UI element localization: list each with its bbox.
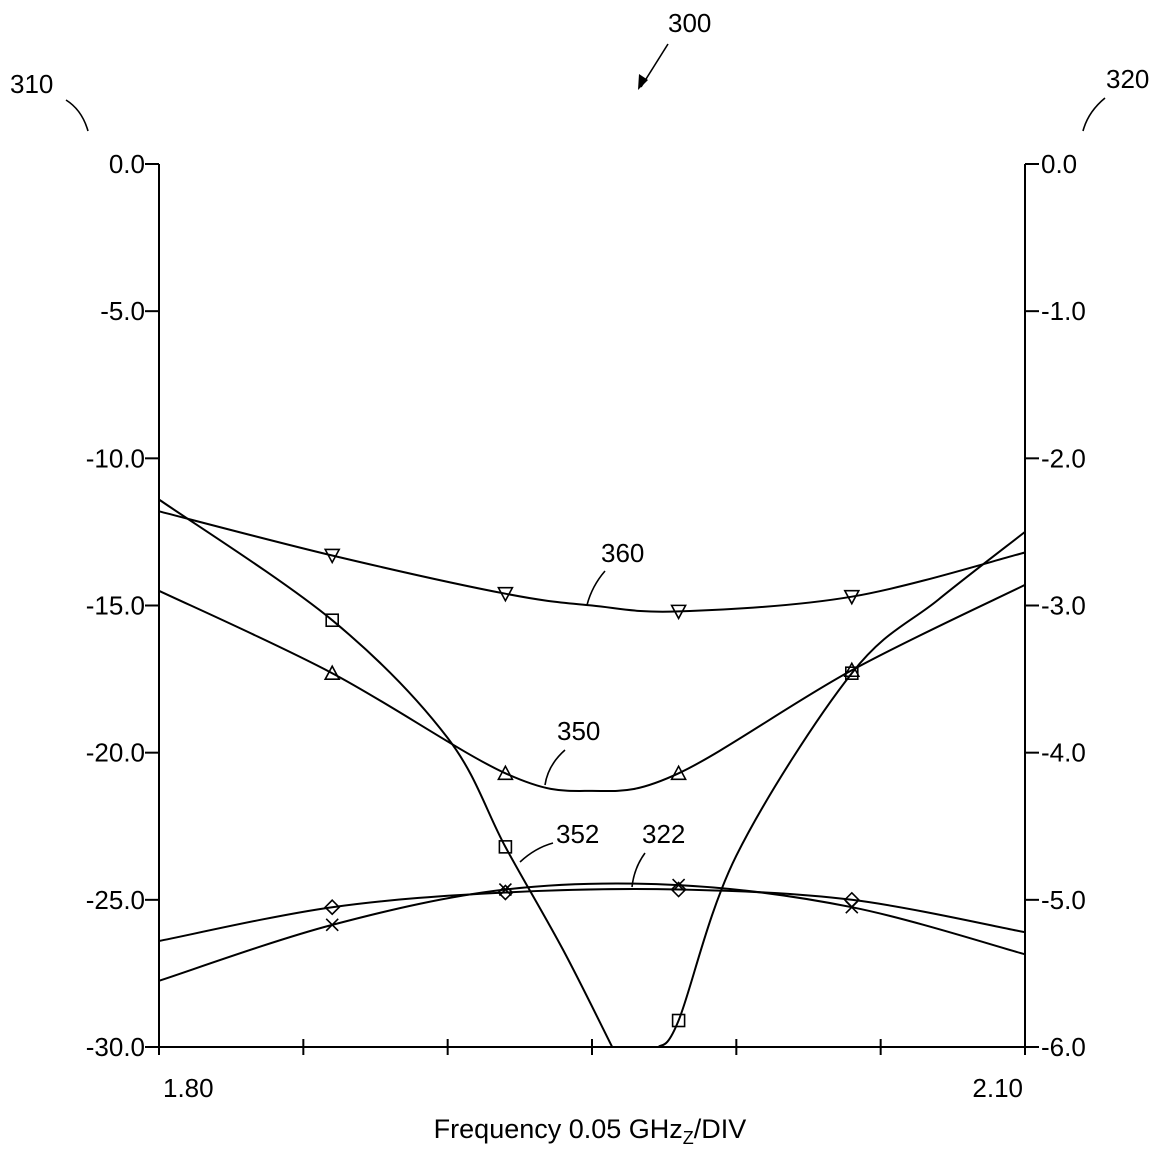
- ref-label-right-axis: 320: [1106, 64, 1149, 94]
- series-leader-352: [519, 842, 554, 863]
- series-curve-1: [158, 584, 1026, 792]
- marker-square: [671, 1013, 686, 1028]
- series-curve-4: [158, 888, 1026, 942]
- left-y-tick-label: -5.0: [100, 296, 145, 326]
- right-y-tick-label: -2.0: [1041, 443, 1086, 473]
- series-curve-0: [158, 510, 1026, 613]
- marker-diamond: [497, 884, 514, 901]
- right-y-tick-label: -6.0: [1041, 1032, 1086, 1062]
- marker-x: [498, 882, 512, 897]
- left-y-tick-label: -15.0: [86, 591, 145, 621]
- marker-triangle-up: [670, 764, 687, 781]
- left-y-tick-label: 0.0: [109, 149, 145, 179]
- left-y-tick-label: -10.0: [86, 443, 145, 473]
- ref-label-main: 300: [668, 8, 711, 38]
- series-leader-322: [631, 852, 646, 888]
- series-leader-360: [586, 570, 606, 606]
- ref-label-left-axis: 310: [10, 69, 53, 99]
- series-curve-5: [158, 882, 1026, 982]
- series-label-352: 352: [556, 819, 599, 849]
- marker-triangle-down: [670, 604, 687, 621]
- x-tick-label: 1.80: [163, 1073, 214, 1103]
- marker-square: [498, 840, 513, 854]
- right-y-ticks: 0.0 -1.0 -2.0 -3.0 -4.0 -5.0 -6.0: [1025, 149, 1086, 1062]
- marker-diamond: [670, 881, 687, 898]
- ref-leader-right-axis: [1082, 97, 1106, 132]
- left-y-tick-label: -30.0: [86, 1032, 145, 1062]
- x-axis-title: Frequency 0.05 GHzZ/DIV: [434, 1114, 747, 1148]
- x-axis-title-subscript: Z: [683, 1128, 694, 1148]
- marker-triangle-up: [497, 764, 514, 781]
- x-axis-title-main: Frequency 0.05 GHz: [434, 1114, 683, 1144]
- series-curves: [158, 498, 1026, 1048]
- left-y-ticks: 0.0 -5.0 -10.0 -15.0 -20.0 -25.0 -30.0: [86, 149, 159, 1062]
- marker-triangle-up: [323, 664, 341, 680]
- x-ticks: 1.80 2.10: [158, 1039, 1026, 1103]
- marker-triangle-up: [843, 661, 861, 678]
- series-markers: [323, 548, 861, 1028]
- marker-triangle-down: [843, 589, 861, 606]
- marker-triangle-down: [323, 548, 341, 565]
- marker-x: [672, 878, 686, 892]
- marker-triangle-down: [497, 586, 514, 603]
- marker-x: [845, 900, 859, 914]
- marker-x: [325, 918, 339, 932]
- series-curve-2: [158, 498, 614, 1048]
- series-label-322: 322: [642, 819, 685, 849]
- marker-diamond: [324, 899, 341, 916]
- right-y-tick-label: -3.0: [1041, 591, 1086, 621]
- series-leader-350: [544, 749, 566, 786]
- series-label-350: 350: [557, 716, 600, 746]
- ref-arrowhead-main: [638, 74, 648, 90]
- marker-square: [325, 613, 340, 628]
- x-tick-label: 2.10: [972, 1073, 1023, 1103]
- series-label-360: 360: [601, 538, 644, 568]
- series-curve-3: [657, 531, 1026, 1048]
- right-y-tick-label: -5.0: [1041, 885, 1086, 915]
- right-y-tick-label: -4.0: [1041, 738, 1086, 768]
- marker-square: [844, 666, 859, 680]
- x-axis-title-suffix: /DIV: [694, 1114, 747, 1144]
- right-y-tick-label: -1.0: [1041, 296, 1086, 326]
- left-y-tick-label: -20.0: [86, 738, 145, 768]
- right-y-tick-label: 0.0: [1041, 149, 1077, 179]
- ref-leader-left-axis: [65, 99, 89, 132]
- left-y-tick-label: -25.0: [86, 885, 145, 915]
